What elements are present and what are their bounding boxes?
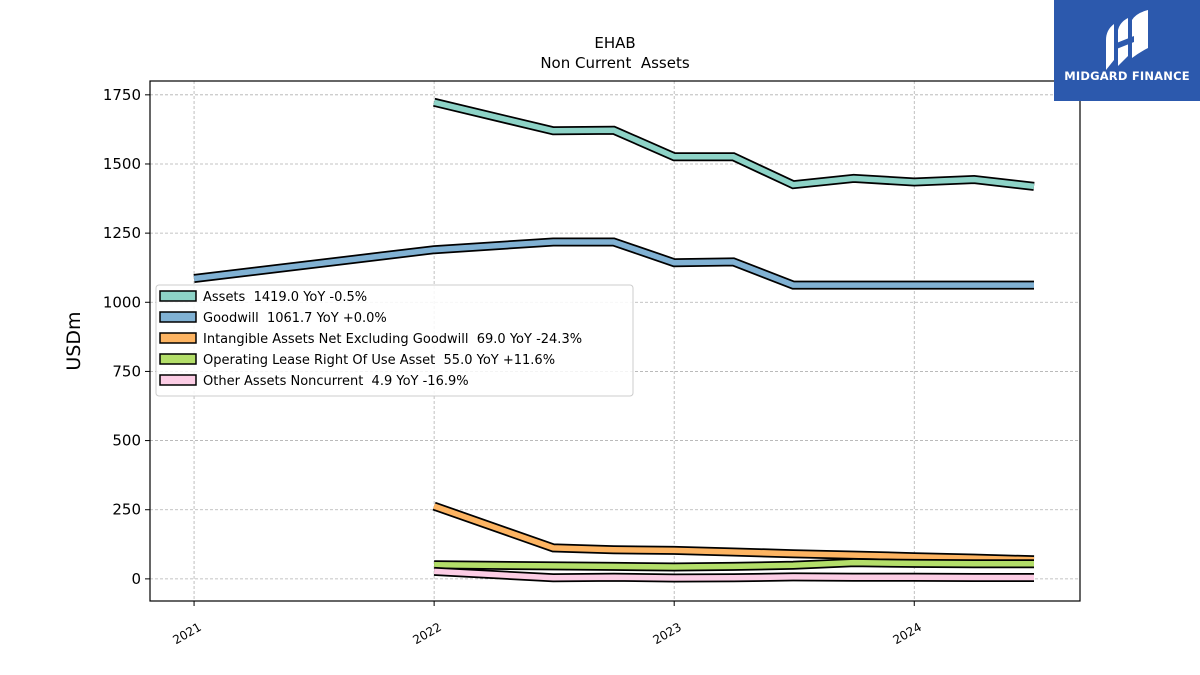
legend-entry: Other Assets Noncurrent 4.9 YoY -16.9%: [203, 374, 469, 389]
series-line: [433, 568, 1034, 581]
legend: Assets 1419.0 YoY -0.5% Goodwill 1061.7 Y…: [155, 284, 634, 397]
series-line: [433, 503, 1035, 563]
series-line: [433, 99, 1035, 190]
series-layer: [193, 97, 1035, 583]
legend-swatch: [159, 290, 197, 302]
legend-entry: Assets 1419.0 YoY -0.5%: [203, 290, 367, 305]
series-3: [434, 558, 1034, 572]
y-tick-label: 500: [112, 432, 141, 450]
series-1: [193, 237, 1034, 290]
legend-entry: Goodwill 1061.7 YoY +0.0%: [203, 311, 387, 326]
y-axis-label: USDm: [63, 311, 85, 370]
y-tick-label: 1000: [103, 293, 141, 311]
legend-entry: Intangible Assets Net Excluding Goodwill…: [203, 332, 582, 347]
x-axis-ticks: 2021 2022 2023 2024: [170, 601, 924, 647]
series-4: [433, 566, 1034, 583]
series-2: [432, 501, 1035, 565]
x-tick-label: 2021: [170, 620, 203, 647]
legend-entry: Operating Lease Right Of Use Asset 55.0 …: [203, 353, 555, 368]
series-line: [193, 239, 1034, 288]
series-line: [434, 559, 1034, 570]
series-line-outline: [433, 97, 1035, 191]
x-tick-label: 2022: [410, 620, 443, 647]
y-tick-label: 1250: [103, 224, 141, 242]
y-tick-label: 750: [112, 362, 141, 380]
legend-swatch: [159, 332, 197, 344]
legend-box: [155, 284, 634, 397]
series-0: [433, 97, 1035, 191]
chart-subtitle: Non Current Assets: [540, 54, 690, 72]
legend-swatch: [159, 311, 197, 323]
y-axis-ticks: 0 250 500 750 1000 1250 1500 1750: [103, 86, 150, 588]
brand-name: MIDGARD FINANCE: [1064, 69, 1190, 83]
midgard-logo-icon: [1106, 10, 1148, 70]
y-tick-label: 1750: [103, 86, 141, 104]
x-tick-label: 2024: [891, 620, 924, 647]
legend-swatch: [159, 353, 197, 365]
y-tick-label: 250: [112, 501, 141, 519]
y-tick-label: 1500: [103, 155, 141, 173]
brand-logo: MIDGARD FINANCE: [1054, 0, 1200, 101]
y-tick-label: 0: [131, 570, 141, 588]
legend-swatch: [159, 374, 197, 386]
x-tick-label: 2023: [650, 620, 683, 647]
chart-title: EHAB: [594, 34, 635, 52]
plot-frame: [149, 80, 1081, 602]
